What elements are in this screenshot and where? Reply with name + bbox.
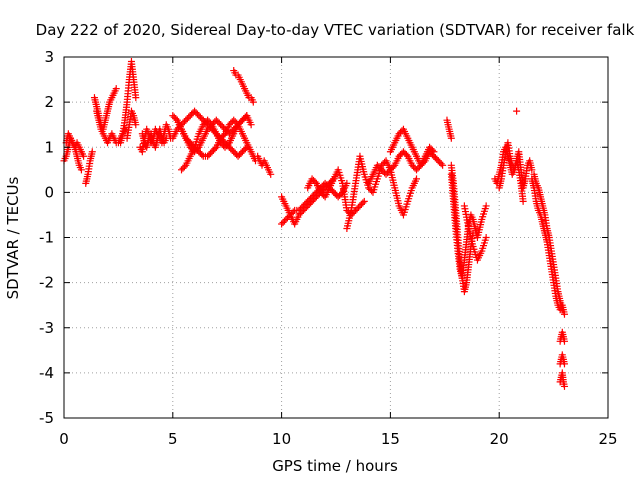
x-tick-label: 10 (272, 430, 291, 448)
data-point (220, 131, 228, 139)
data-point (198, 151, 206, 159)
y-tick-label: -5 (39, 409, 54, 427)
data-point (482, 202, 490, 210)
y-tick-label: -4 (39, 364, 54, 382)
data-point (172, 115, 180, 123)
x-tick-label: 0 (59, 430, 69, 448)
y-tick-label: -1 (39, 229, 54, 247)
data-point (311, 178, 319, 186)
data-point (560, 360, 568, 368)
x-tick-label: 20 (490, 430, 509, 448)
y-tick-label: -2 (39, 274, 54, 292)
y-axis-label: SDTVAR / TECUs (4, 176, 22, 299)
data-points (60, 58, 568, 390)
data-point (437, 160, 445, 168)
y-tick-label: -3 (39, 319, 54, 337)
data-point (447, 134, 455, 142)
data-point (289, 208, 297, 216)
data-point (519, 197, 527, 205)
data-point (560, 382, 568, 390)
axis-ticks (63, 56, 609, 419)
data-point (132, 121, 140, 129)
x-tick-label: 15 (381, 430, 400, 448)
data-point (132, 94, 140, 102)
data-point (360, 197, 368, 205)
data-point (513, 107, 521, 115)
data-point (558, 306, 566, 314)
data-point (77, 166, 85, 174)
data-point (211, 145, 219, 153)
data-point (112, 85, 120, 93)
y-tick-label: 0 (44, 183, 54, 201)
chart-title: Day 222 of 2020, Sidereal Day-to-day VTE… (36, 21, 635, 39)
data-point (402, 151, 410, 159)
data-point (267, 170, 275, 178)
data-point (560, 310, 568, 318)
data-point (180, 163, 188, 171)
data-point (80, 152, 88, 160)
data-point (560, 337, 568, 345)
data-point (420, 158, 428, 166)
data-point (224, 140, 232, 148)
y-tick-label: 3 (44, 48, 54, 66)
data-point (359, 199, 367, 207)
data-point (88, 148, 96, 156)
data-point (162, 134, 170, 142)
data-point (439, 161, 447, 169)
y-tick-labels: -5 -4 -3 -2 -1 0 1 2 3 (39, 48, 54, 427)
x-axis-label: GPS time / hours (272, 457, 398, 475)
y-tick-label: 2 (44, 93, 54, 111)
x-tick-label: 25 (598, 430, 617, 448)
data-point (413, 175, 421, 183)
data-point (207, 119, 215, 127)
data-point (482, 234, 490, 241)
y-tick-label: 1 (44, 138, 54, 156)
data-point (247, 121, 255, 129)
data-point (241, 145, 249, 153)
data-point (528, 166, 536, 174)
data-point (249, 98, 257, 106)
x-tick-labels: 0 5 10 15 20 25 (59, 430, 617, 448)
x-tick-label: 5 (168, 430, 178, 448)
